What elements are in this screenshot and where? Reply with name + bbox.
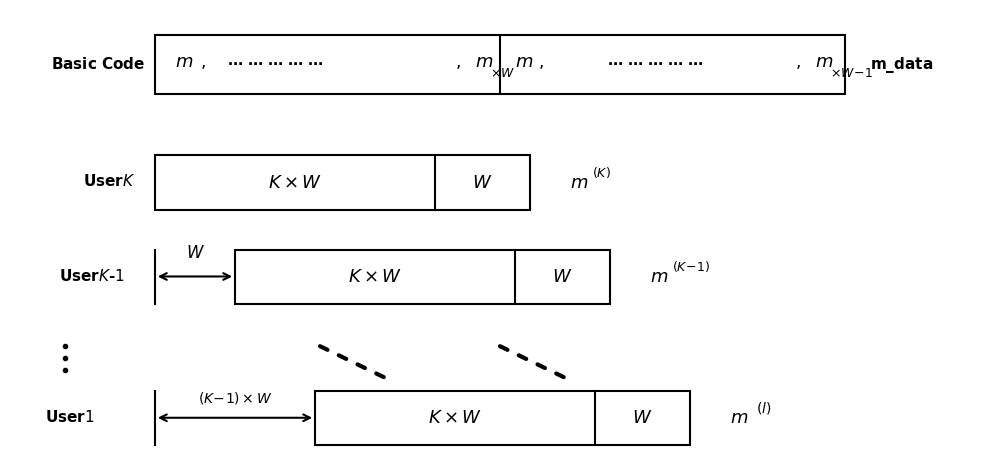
Text: $W$: $W$: [186, 244, 204, 262]
Text: $m$: $m$: [475, 53, 493, 72]
Text: $m$: $m$: [515, 53, 533, 72]
Bar: [155, 35, 845, 94]
Text: $\times W$: $\times W$: [490, 67, 515, 80]
Text: $W$: $W$: [552, 268, 573, 286]
Text: $,$: $,$: [538, 53, 544, 72]
Text: $K\times W$: $K\times W$: [348, 268, 402, 286]
Bar: [155, 155, 530, 210]
Text: $m$: $m$: [175, 53, 193, 72]
Bar: [315, 391, 690, 445]
Text: $\times W\!-\!1$: $\times W\!-\!1$: [830, 67, 873, 80]
Text: $(K\!-\!1)$: $(K\!-\!1)$: [672, 259, 710, 274]
Text: $,$: $,$: [795, 53, 801, 72]
Text: User$\mathit{1}$: User$\mathit{1}$: [45, 409, 95, 425]
Text: User$K$: User$K$: [83, 173, 135, 189]
Text: $,$: $,$: [200, 53, 206, 72]
Text: $\mathbf{m\_data}$: $\mathbf{m\_data}$: [870, 55, 933, 75]
Text: $\mathbf{\cdots\ \cdots\ \cdots\ \cdots\ \cdots}$: $\mathbf{\cdots\ \cdots\ \cdots\ \cdots\…: [227, 55, 324, 70]
Text: $(K\!-\!1)\times W$: $(K\!-\!1)\times W$: [198, 390, 272, 406]
Text: $m$: $m$: [650, 268, 668, 286]
Text: $,$: $,$: [455, 53, 461, 72]
Text: $m$: $m$: [815, 53, 833, 72]
Text: $\mathbf{\cdots\ \cdots\ \cdots\ \cdots\ \cdots}$: $\mathbf{\cdots\ \cdots\ \cdots\ \cdots\…: [607, 55, 704, 70]
Text: User$K$-$1$: User$K$-$1$: [59, 268, 125, 284]
Text: $\bf{Basic\ Code}$: $\bf{Basic\ Code}$: [51, 56, 145, 72]
Text: $W$: $W$: [632, 409, 653, 427]
Text: $W$: $W$: [472, 173, 493, 192]
Text: $(K)$: $(K)$: [592, 165, 611, 179]
Text: $K\times W$: $K\times W$: [428, 409, 482, 427]
Bar: [235, 250, 610, 304]
Text: $m$: $m$: [570, 173, 588, 192]
Text: $K\times W$: $K\times W$: [268, 173, 322, 192]
Text: $(\mathit{l})$: $(\mathit{l})$: [756, 400, 771, 415]
Text: $m$: $m$: [730, 409, 748, 427]
